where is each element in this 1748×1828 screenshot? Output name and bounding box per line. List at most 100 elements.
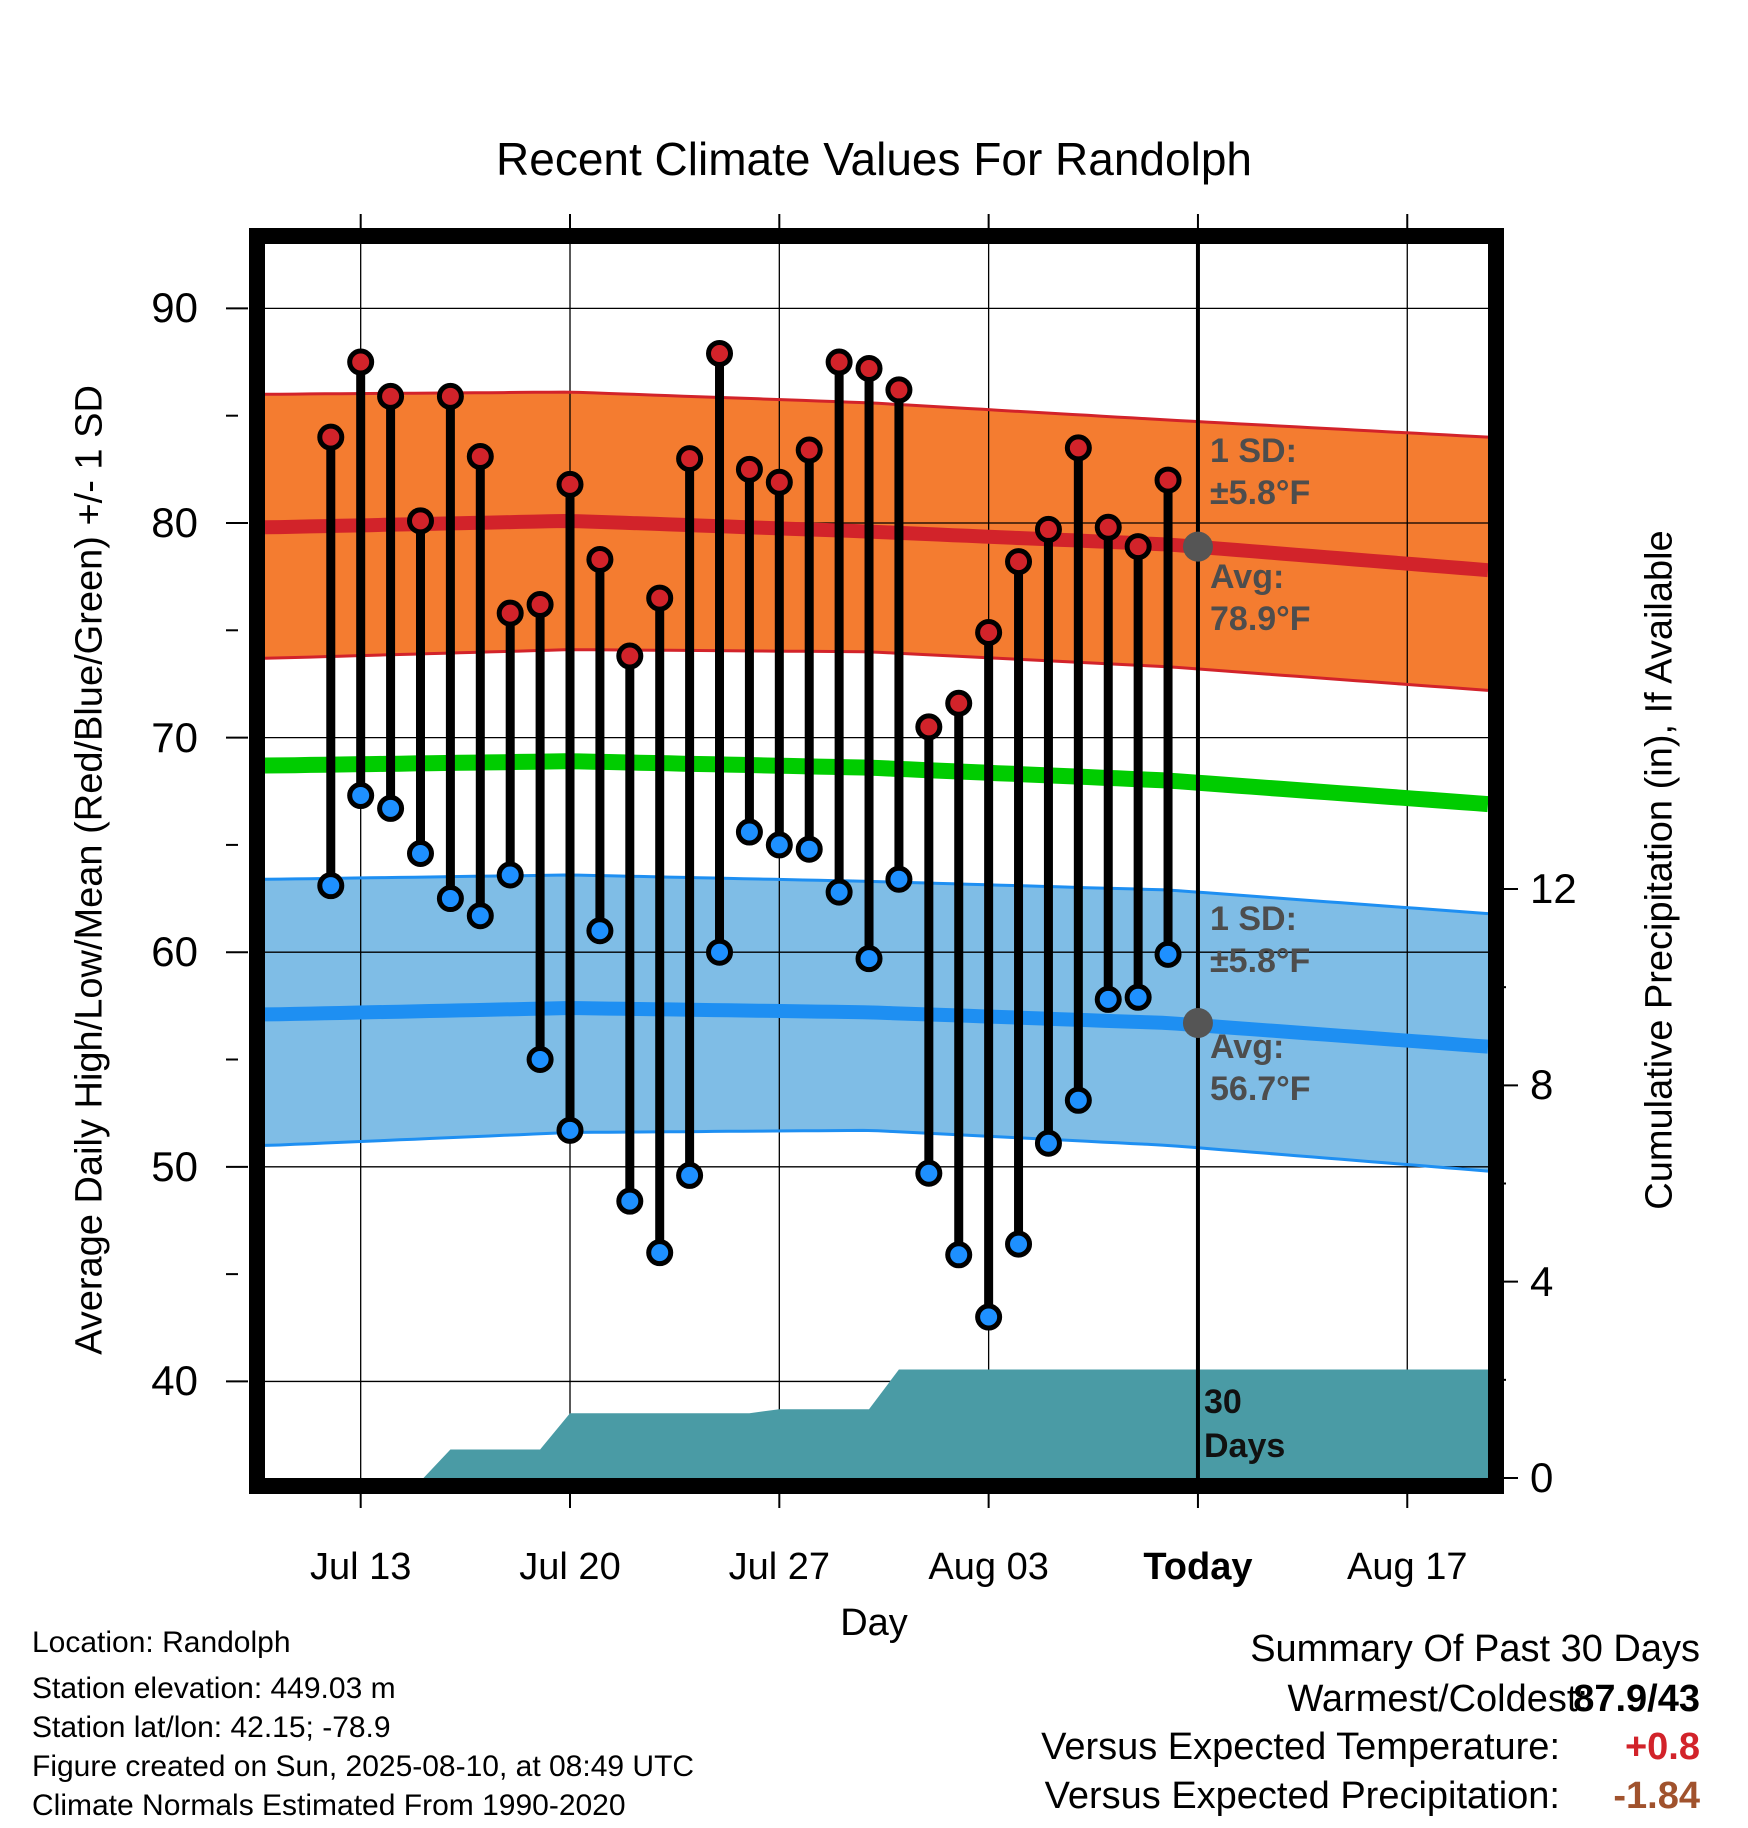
today-line xyxy=(1182,244,1213,1478)
days-note: 30 Days xyxy=(1204,1383,1286,1465)
precip-vs-expected-label: Versus Expected Precipitation: xyxy=(1044,1775,1560,1817)
daily-low-point xyxy=(795,835,823,863)
daily-high-point xyxy=(317,423,345,451)
info-location: Location: Randolph xyxy=(32,1626,291,1659)
daily-low-point xyxy=(706,938,734,966)
info-created: Figure created on Sun, 2025-08-10, at 08… xyxy=(32,1750,695,1783)
daily-low-point xyxy=(646,1239,674,1267)
daily-low-point xyxy=(735,818,763,846)
daily-high-point xyxy=(735,455,763,483)
daily-low-point xyxy=(825,878,853,906)
daily-high-point xyxy=(556,470,584,498)
plot-border xyxy=(249,228,1504,1494)
mean-line xyxy=(264,753,1489,813)
daily-low-point xyxy=(765,831,793,859)
high-upper-edge xyxy=(265,390,1489,439)
daily-low-point xyxy=(1124,983,1152,1011)
temp-vs-expected-value: +0.8 xyxy=(1624,1726,1700,1768)
y-tick-label-left: 40 xyxy=(151,1357,198,1405)
high-lower-edge xyxy=(264,648,1489,692)
daily-high-point xyxy=(945,689,973,717)
warmest-coldest-label: Warmest/Coldest: xyxy=(1287,1678,1588,1720)
warmest-coldest-value: 87.9/43 xyxy=(1573,1678,1700,1720)
daily-low-point xyxy=(975,1303,1003,1331)
y-tick-label-left: 50 xyxy=(151,1142,198,1190)
x-tick-label: Jul 13 xyxy=(309,1546,412,1588)
low-avg-note: Avg: 56.7°F xyxy=(1210,1028,1311,1108)
y-tick-label-left: 70 xyxy=(151,713,198,761)
y-axis-label-left: Average Daily High/Low/Mean (Red/Blue/Gr… xyxy=(68,385,111,1355)
daily-high-point xyxy=(1034,515,1062,543)
precip-vs-expected-value: -1.84 xyxy=(1613,1775,1700,1817)
normal-lines xyxy=(264,390,1489,1173)
daily-low-point xyxy=(377,794,405,822)
high-sd-note: 1 SD: ±5.8°F xyxy=(1210,432,1311,512)
info-elevation: Station elevation: 449.03 m xyxy=(32,1672,396,1705)
low-upper-edge xyxy=(264,873,1489,916)
daily-high-point xyxy=(1154,466,1182,494)
daily-high-point xyxy=(406,507,434,535)
info-normals: Climate Normals Estimated From 1990-2020 xyxy=(32,1789,626,1822)
daily-high-point xyxy=(765,468,793,496)
x-tick-label: Aug 17 xyxy=(1347,1546,1468,1588)
summary-title: Summary Of Past 30 Days xyxy=(1250,1628,1700,1670)
chart-title: Recent Climate Values For Randolph xyxy=(496,133,1252,185)
precip-area xyxy=(423,1369,1488,1478)
daily-high-point xyxy=(496,599,524,627)
daily-low-point xyxy=(436,885,464,913)
daily-low-point xyxy=(1154,940,1182,968)
x-tick-label: Today xyxy=(1143,1546,1253,1588)
y-tick-label-left: 90 xyxy=(151,284,198,332)
daily-high-point xyxy=(616,642,644,670)
daily-low-point xyxy=(616,1187,644,1215)
daily-high-point xyxy=(915,713,943,741)
daily-high-point xyxy=(795,436,823,464)
daily-high-point xyxy=(975,618,1003,646)
low-lower-edge xyxy=(264,1128,1489,1173)
daily-low-point xyxy=(855,945,883,973)
precip-cumulative-area xyxy=(423,1369,1488,1478)
daily-low-point xyxy=(406,839,434,867)
x-axis-label: Day xyxy=(840,1602,908,1644)
daily-low-point xyxy=(586,917,614,945)
daily-high-point xyxy=(676,445,704,473)
y-axis-label-right: Cumulative Precipitation (in), If Availa… xyxy=(1638,530,1681,1210)
today-high-avg-dot xyxy=(1182,531,1213,562)
high-avg-note: Avg: 78.9°F xyxy=(1210,558,1311,638)
daily-low-point xyxy=(945,1241,973,1269)
low-avg-line xyxy=(264,1001,1489,1054)
plot-frame xyxy=(249,228,1504,1494)
daily-high-point xyxy=(885,376,913,404)
daily-high-point xyxy=(526,591,554,619)
daily-high-point xyxy=(646,584,674,612)
y-tick-label-right: 12 xyxy=(1530,865,1577,912)
low-sd-note: 1 SD: ±5.8°F xyxy=(1210,900,1311,980)
x-tick-label: Jul 20 xyxy=(519,1546,621,1588)
high-avg-line xyxy=(264,513,1489,578)
daily-low-point xyxy=(466,902,494,930)
daily-high-point xyxy=(1094,513,1122,541)
daily-high-point xyxy=(855,354,883,382)
daily-low-point xyxy=(496,861,524,889)
daily-low-point xyxy=(347,782,375,810)
info-latlon: Station lat/lon: 42.15; -78.9 xyxy=(32,1711,391,1744)
daily-high-point xyxy=(586,545,614,573)
daily-high-point xyxy=(706,339,734,367)
today-low-avg-dot xyxy=(1182,1008,1213,1039)
daily-high-point xyxy=(825,348,853,376)
daily-high-point xyxy=(1064,434,1092,462)
x-tick-label: Jul 27 xyxy=(728,1546,831,1588)
daily-low-point xyxy=(1034,1129,1062,1157)
daily-low-point xyxy=(915,1159,943,1187)
axis-ticks xyxy=(226,214,1518,1508)
daily-low-point xyxy=(526,1046,554,1074)
daily-low-point xyxy=(676,1161,704,1189)
daily-high-point xyxy=(1005,548,1033,576)
daily-high-point xyxy=(466,442,494,470)
daily-low-point xyxy=(317,872,345,900)
daily-low-point xyxy=(885,865,913,893)
daily-low-point xyxy=(1005,1230,1033,1258)
daily-low-point xyxy=(1064,1086,1092,1114)
daily-high-point xyxy=(347,348,375,376)
